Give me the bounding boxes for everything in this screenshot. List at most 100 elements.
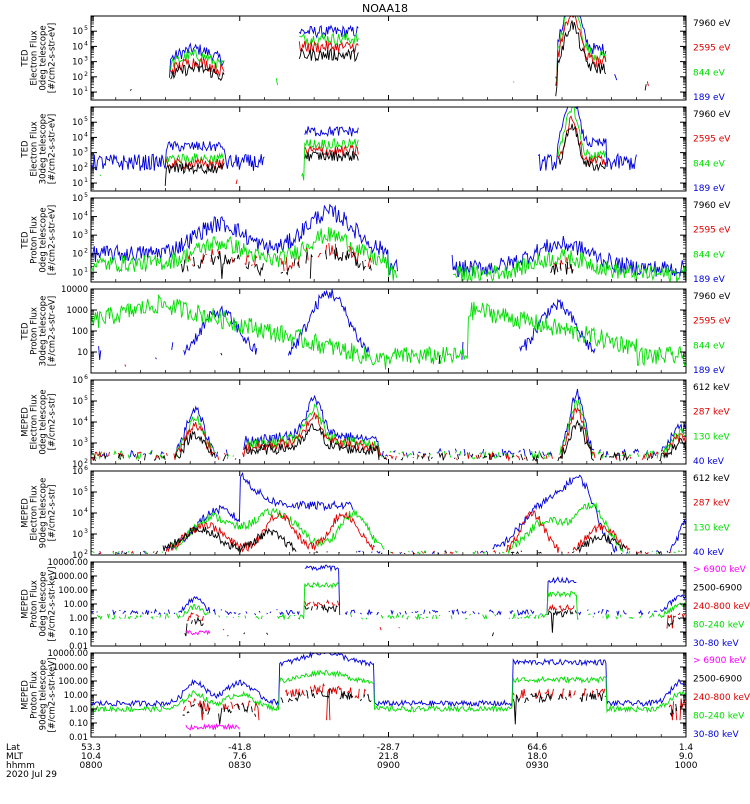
y-tick-label: 10000.00: [47, 649, 88, 659]
y-tick-label: 10: [72, 467, 83, 477]
channel-label: 612 keV: [693, 383, 730, 393]
series-8-4: [91, 671, 686, 712]
x-axis: 53.310.40800-41.87.60830-28.721.8090064.…: [6, 16, 698, 780]
y-tick-label: 10: [72, 73, 83, 83]
y-tick-exponent: 2: [84, 162, 88, 169]
y-tick-label: 10: [72, 179, 83, 189]
channel-label: 2595 eV: [693, 317, 731, 327]
channel-label: 2595 eV: [693, 44, 731, 54]
channel-label: > 6900 keV: [693, 656, 747, 666]
channel-label: 7960 eV: [693, 19, 731, 29]
y-tick-exponent: 4: [84, 211, 88, 218]
y-tick-exponent: 6: [84, 374, 88, 381]
channel-label: 30-80 keV: [693, 730, 739, 740]
panel-frame: [91, 562, 686, 646]
y-tick-label: 10: [72, 376, 83, 386]
y-axis-label-line: [#/cm2-s-str-keV]: [48, 567, 58, 642]
series-1-2: [171, 16, 649, 86]
y-axis-label-line: [#/cm2-s-str-keV]: [48, 658, 58, 733]
y-axis-label-line: [#/cm2-s-str-eV]: [48, 205, 58, 275]
channel-label: 287 keV: [693, 408, 730, 418]
y-tick-exponent: 4: [84, 131, 88, 138]
series-7-4: [98, 583, 686, 620]
y-tick-label: 10: [72, 268, 83, 278]
y-tick-label: 1000.00: [53, 572, 88, 582]
y-tick-exponent: 2: [84, 458, 88, 465]
y-tick-label: 0.01: [69, 733, 88, 743]
y-axis-label-line: [#/cm2-s-str-eV]: [48, 114, 58, 184]
y-axis-label: TEDElectron Flux30deg telescope[#/cm2-s-…: [21, 114, 58, 185]
y-axis-label-line: [#/cm2-s-str]: [48, 394, 58, 451]
panel-8: 0.010.101.0010.00100.001000.0010000.00ME…: [21, 649, 750, 743]
series-7-2: [185, 605, 686, 636]
channel-label: 80-240 keV: [693, 621, 745, 631]
y-tick-exponent: 5: [84, 116, 88, 123]
y-tick-exponent: 1: [84, 266, 88, 273]
y-axis-label-line: [#/cm2-s-str]: [48, 485, 58, 542]
channel-label: 612 keV: [693, 474, 730, 484]
y-tick-exponent: 3: [84, 147, 88, 154]
y-tick-label: 10: [72, 164, 83, 174]
y-tick-label: 10: [72, 509, 83, 519]
y-tick-exponent: 5: [84, 192, 88, 199]
channel-label: 80-240 keV: [693, 712, 745, 722]
series-4-2: [125, 363, 660, 367]
y-tick-label: 10: [72, 133, 83, 143]
y-tick-label: 10.00: [64, 600, 88, 610]
panel-frame: [91, 653, 686, 737]
channel-label: 2500-6900: [693, 584, 742, 594]
channel-label: 844 eV: [693, 68, 726, 78]
chart-title: NOAA18: [362, 2, 408, 15]
y-tick-label: 100: [72, 327, 88, 337]
channel-label: 844 eV: [693, 341, 726, 351]
channel-label: 130 keV: [693, 523, 730, 533]
y-tick-exponent: 4: [84, 507, 88, 514]
y-tick-label: 10: [72, 250, 83, 260]
y-tick-label: 10: [72, 418, 83, 428]
series-6-4: [99, 473, 686, 554]
x-tick-label-hhmm: 0830: [228, 761, 251, 771]
y-tick-label: 10: [72, 397, 83, 407]
channel-label: 189 eV: [693, 93, 726, 103]
y-tick-exponent: 3: [84, 56, 88, 63]
channel-label: 844 eV: [693, 159, 726, 169]
y-tick-label: 10: [72, 231, 83, 241]
series-6-2: [91, 511, 684, 554]
y-axis-label: MEPEDProton Flux90deg telescope[#/cm2-s-…: [21, 658, 58, 733]
channel-label: 189 eV: [693, 366, 726, 376]
channel-label: 2500-6900: [693, 675, 742, 685]
series-4-3: [91, 295, 686, 370]
y-axis-label: MEPEDElectron Flux90deg telescope[#/cm2-…: [21, 478, 58, 549]
y-axis-label: TEDElectron Flux0deg telescope[#/cm2-s-s…: [21, 23, 58, 93]
y-tick-label: 100.00: [58, 586, 88, 596]
y-tick-exponent: 1: [84, 86, 88, 93]
y-tick-exponent: 5: [84, 395, 88, 402]
y-tick-exponent: 5: [84, 486, 88, 493]
y-tick-label: 10: [72, 88, 83, 98]
y-tick-exponent: 5: [84, 25, 88, 32]
y-tick-label: 10: [72, 27, 83, 37]
y-tick-label: 10: [72, 439, 83, 449]
y-tick-exponent: 4: [84, 416, 88, 423]
y-tick-label: 1000.00: [53, 663, 88, 673]
y-tick-label: 10: [72, 213, 83, 223]
channel-label: 7960 eV: [693, 201, 731, 211]
y-tick-exponent: 3: [84, 437, 88, 444]
y-tick-label: 10: [72, 488, 83, 498]
y-tick-exponent: 2: [84, 71, 88, 78]
y-tick-label: 1.00: [69, 614, 88, 624]
y-axis-label: TEDProton Flux0deg telescope[#/cm2-s-str…: [21, 205, 58, 275]
series-8-1: [186, 725, 240, 730]
channel-label: 189 eV: [693, 184, 726, 194]
y-axis-label-line: [#/cm2-s-str-eV]: [48, 296, 58, 366]
channel-label: 287 keV: [693, 499, 730, 509]
y-tick-label: 0.10: [69, 628, 88, 638]
series-7-5: [91, 565, 686, 615]
y-tick-label: 10: [72, 194, 83, 204]
